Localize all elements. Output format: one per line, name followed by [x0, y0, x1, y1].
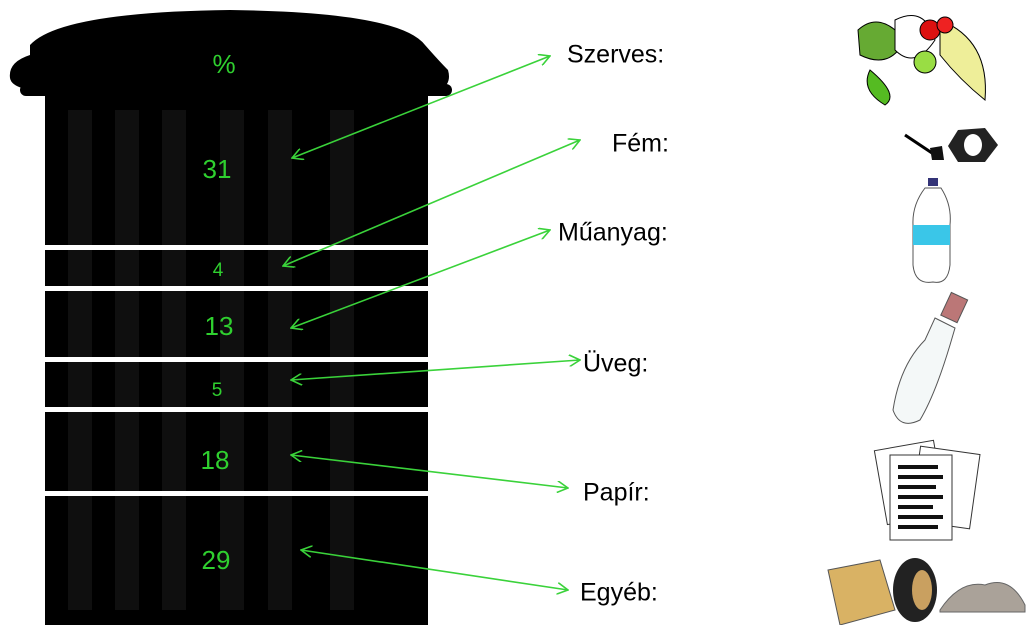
category-label: Szerves:	[567, 41, 664, 69]
organic-icon	[858, 16, 985, 106]
metal-icon	[905, 128, 998, 162]
plastic-bottle-icon	[913, 178, 950, 282]
paper-icon	[874, 440, 980, 540]
segment-value: 13	[205, 311, 234, 341]
segment-value: 4	[213, 260, 224, 281]
segment-value: 29	[202, 545, 231, 575]
category-label: Egyéb:	[580, 579, 658, 607]
category-label: Fém:	[612, 130, 669, 158]
category-label: Papír:	[583, 479, 650, 507]
unit-label: %	[212, 49, 235, 79]
category-label: Műanyag:	[558, 219, 668, 247]
segment-value: 31	[203, 154, 232, 184]
page: {"unit": "%", "segments": [ {"value": 31…	[0, 0, 1030, 625]
segment-value: 5	[212, 380, 223, 401]
category-label: Üveg:	[583, 350, 648, 378]
diagram: % 31 4 13 5 18 29 Szerves: Fém: Műanyag:…	[0, 0, 1030, 625]
other-icon	[828, 558, 1025, 625]
glass-bottle-icon	[893, 292, 968, 423]
segment-value: 18	[201, 445, 230, 475]
